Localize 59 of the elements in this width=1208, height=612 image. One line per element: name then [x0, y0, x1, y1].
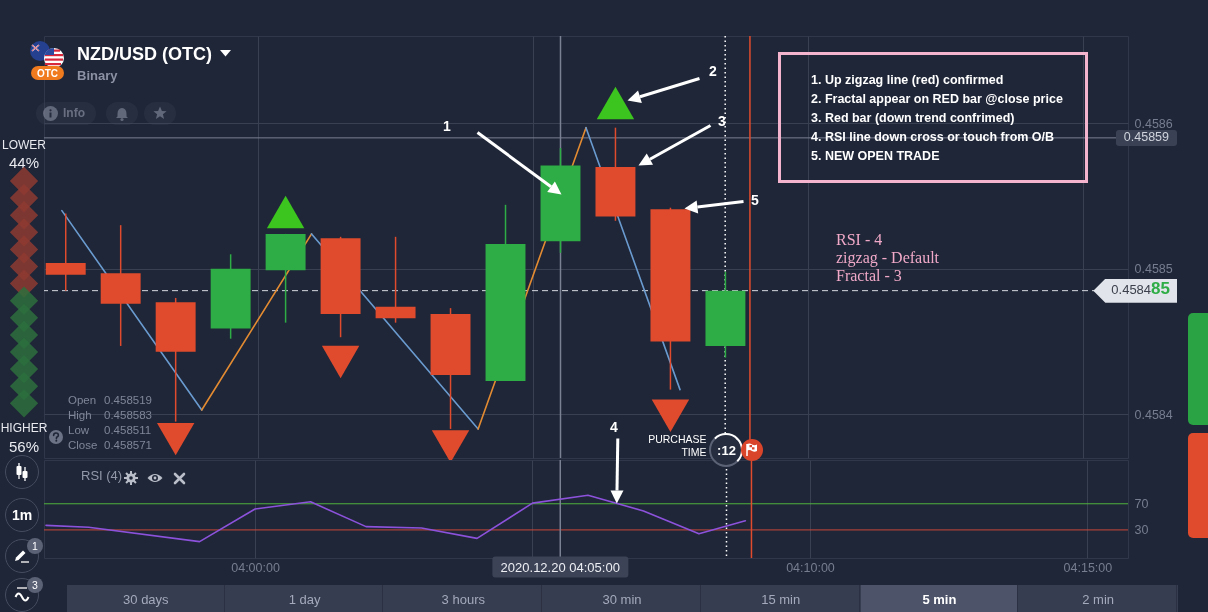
annotation: OTC — [36, 67, 59, 79]
candlestick — [375, 236, 416, 324]
annotation: 3 — [718, 113, 726, 129]
badge: OTC — [31, 66, 64, 80]
text: 30 days — [123, 591, 169, 607]
y-tick-label: 0.4584 — [1134, 407, 1173, 422]
annotation: zigzag - Default — [836, 249, 940, 267]
annotation: :12 — [717, 442, 736, 458]
x-tick-label: 04:10:00 — [786, 560, 835, 575]
point — [266, 195, 305, 229]
line-series — [45, 494, 747, 543]
annotation: Open 0.458519 — [68, 394, 152, 407]
text: 44% — [8, 153, 40, 171]
ref-line-label: 0.45859 — [1115, 129, 1177, 146]
point — [651, 399, 690, 432]
y-tick-label: 30 — [1134, 523, 1149, 538]
y-tick-label: 0.4586 — [1134, 116, 1173, 131]
text: RSI (4) — [81, 468, 123, 484]
timer: :12 — [709, 433, 744, 467]
annotation: 4. RSI line down cross or touch from O/B — [811, 129, 1055, 145]
annotation: 2 — [709, 63, 717, 79]
annotation: 3. Red bar (down trend confrimed) — [811, 110, 1015, 126]
text: 5 min — [922, 591, 957, 607]
annotation: HIGHER — [0, 421, 48, 435]
annotation: 1 — [443, 118, 451, 134]
x-tick-label: 04:15:00 — [1063, 560, 1113, 575]
annotation: Close 0.458571 — [68, 439, 152, 452]
y-tick-label: 0.4585 — [1134, 262, 1173, 277]
text: 15 min — [761, 591, 801, 607]
point — [431, 430, 470, 460]
annotation: High 0.458583 — [68, 409, 152, 422]
text: 56% — [8, 437, 40, 455]
annotation: LOWER — [1, 138, 47, 152]
chart-title: NZD/USD (OTC) — [77, 44, 212, 65]
text: 2 min — [1082, 591, 1115, 607]
annotation: 2. Fractal appear on RED bar @close price — [811, 91, 1063, 107]
point — [321, 345, 360, 379]
x-tick-label: 04:00:00 — [231, 560, 280, 575]
annotation: RSI - 4 — [836, 231, 883, 249]
text: Low 0.458511 — [68, 424, 152, 436]
text: Binary — [77, 68, 119, 84]
badge: 3 — [27, 577, 43, 593]
annotation: Fractal - 3 — [836, 267, 902, 285]
ref-line-label: 2020.12.20 04:05:00 — [492, 556, 628, 578]
annotation: 5. NEW OPEN TRADE — [811, 148, 940, 164]
text: 1 day — [288, 591, 321, 607]
annotation: 5 — [751, 192, 759, 208]
text: 3 hours — [441, 591, 485, 607]
annotation: 1. Up zigzag line (red) confirmed — [811, 72, 1004, 88]
annotation: Info — [63, 106, 85, 120]
y-tick-label: 70 — [1134, 497, 1149, 512]
badge: 1 — [27, 538, 43, 554]
button: Info — [36, 102, 96, 125]
ref-line-label: 0.458485 — [1111, 278, 1170, 298]
text: 30 min — [602, 591, 642, 607]
annotation: 4 — [610, 419, 618, 435]
point — [156, 422, 195, 456]
ref-line-label: PURCHASE TIME — [647, 433, 707, 459]
point — [596, 86, 635, 120]
